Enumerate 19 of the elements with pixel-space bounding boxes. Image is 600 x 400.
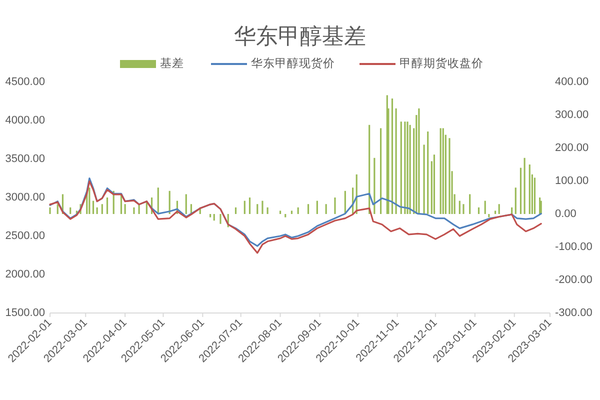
legend-label: 华东甲醇现货价 [251, 56, 335, 70]
y2-tick-label: 400.00 [555, 76, 589, 88]
legend-label: 甲醇期货收盘价 [400, 56, 484, 70]
y2-tick-label: 0.00 [555, 208, 576, 220]
y2-tick-label: 100.00 [555, 175, 589, 187]
y2-tick-label: -300.00 [555, 307, 592, 319]
chart-title: 华东甲醇基差 [234, 24, 366, 48]
legend-label: 基差 [160, 57, 184, 70]
y-tick-label: 3500.00 [5, 153, 45, 165]
y-tick-label: 4500.00 [5, 76, 45, 88]
y-tick-label: 4000.00 [5, 114, 45, 126]
y2-tick-label: 300.00 [555, 109, 589, 121]
y-tick-label: 2500.00 [5, 230, 45, 242]
y2-tick-label: 200.00 [555, 142, 589, 154]
y2-tick-label: -200.00 [555, 274, 592, 286]
y-tick-label: 3000.00 [5, 192, 45, 204]
y-tick-label: 1500.00 [5, 307, 45, 319]
y-tick-label: 2000.00 [5, 268, 45, 280]
y2-tick-label: -100.00 [555, 241, 592, 253]
